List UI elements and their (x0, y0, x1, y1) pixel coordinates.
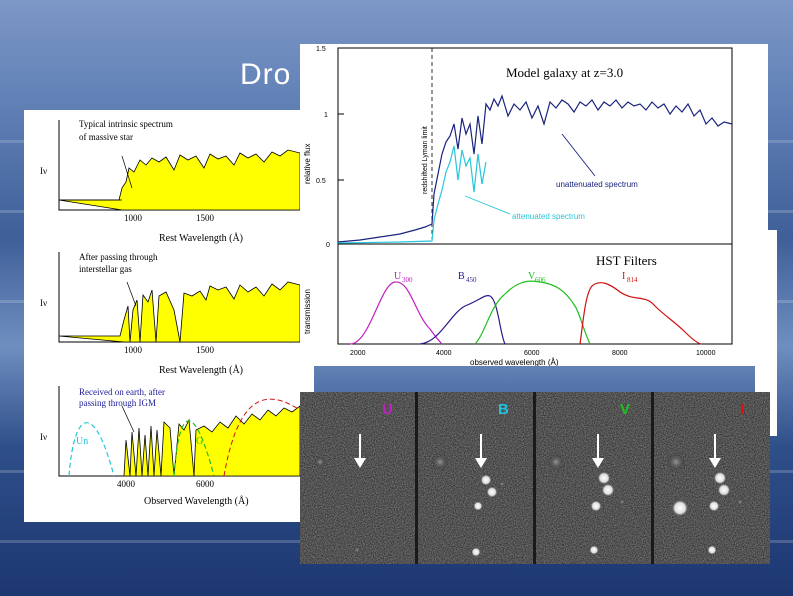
model-galaxy-svg: 1.5 1 0.5 0 relative flux redshifted Lym… (303, 46, 733, 367)
left-spectra-panel: Typical intrinsic spectrum of massive st… (24, 110, 314, 522)
observed-tick-6000: 6000 (196, 479, 215, 489)
intrinsic-annotation-2: of massive star (79, 132, 133, 142)
observed-spectrum-plot: Received on earth, after passing through… (40, 386, 301, 507)
intrinsic-ylabel: Iν (40, 166, 47, 176)
intrinsic-annotation-1: Typical intrinsic spectrum (79, 119, 173, 129)
model-spectrum-plot: 1.5 1 0.5 0 relative flux redshifted Lym… (303, 46, 733, 249)
lyman-limit-label: redshifted Lyman limit (422, 126, 429, 194)
spectrum-title: Model galaxy at z=3.0 (506, 65, 623, 80)
interstellar-tick-1000: 1000 (124, 345, 143, 355)
observed-annotation-2: passing through IGM (79, 398, 156, 408)
observed-filter-un: Un (76, 436, 88, 447)
filter-u-label: U (394, 271, 402, 282)
filters-title: HST Filters (596, 253, 657, 268)
intrinsic-spectrum-plot: Typical intrinsic spectrum of massive st… (40, 119, 301, 244)
filter-b-label: B (458, 271, 465, 282)
interstellar-ylabel: Iν (40, 298, 47, 308)
xtick-4000: 4000 (436, 350, 452, 357)
band-label-b: B (498, 401, 509, 418)
xtick-6000: 6000 (524, 350, 540, 357)
intrinsic-tick-1500: 1500 (196, 213, 215, 223)
interstellar-annotation-1: After passing through (79, 252, 158, 262)
observed-filter-g: G (196, 436, 203, 447)
intrinsic-tick-1000: 1000 (124, 213, 143, 223)
interstellar-spectrum-plot: After passing through interstellar gas I… (40, 252, 301, 376)
band-image-u: U (300, 392, 415, 564)
filter-b-sub: 450 (466, 276, 477, 284)
observed-tick-4000: 4000 (117, 479, 136, 489)
band-label-u: U (382, 401, 393, 418)
band-images-svg: U B V (300, 392, 770, 564)
interstellar-tick-1500: 1500 (196, 345, 215, 355)
filters-xlabel: observed wavelength (Å) (470, 358, 559, 366)
xtick-8000: 8000 (612, 350, 628, 357)
intrinsic-xlabel: Rest Wavelength (Å) (159, 232, 243, 244)
filter-v-label: V (528, 271, 536, 282)
interstellar-annotation-2: interstellar gas (79, 264, 132, 274)
xtick-10000: 10000 (696, 350, 716, 357)
observed-ylabel: Iν (40, 432, 47, 442)
attenuated-label: attenuated spectrum (512, 212, 585, 221)
hst-filters-plot: transmission HST Filters U 300 B 450 V 6… (303, 243, 733, 367)
filters-ylabel: transmission (303, 289, 312, 334)
filter-v-sub: 606 (535, 276, 546, 284)
band-image-v: V (536, 392, 651, 564)
left-spectra-svg: Typical intrinsic spectrum of massive st… (40, 119, 301, 507)
ytick-1: 1 (324, 112, 328, 119)
observed-xlabel: Observed Wavelength (Å) (144, 495, 249, 507)
filter-u-sub: 300 (402, 276, 413, 284)
band-label-v: V (620, 401, 630, 418)
model-galaxy-panel: 1.5 1 0.5 0 relative flux redshifted Lym… (300, 44, 768, 367)
ytick-0.5: 0.5 (316, 178, 326, 185)
xtick-2000: 2000 (350, 350, 366, 357)
ytick-0: 0 (326, 242, 330, 249)
slide-title: Dro (240, 58, 292, 91)
band-image-strip: U B V (300, 392, 770, 564)
band-label-i: I (740, 401, 744, 418)
unattenuated-label: unattenuated spectrum (556, 180, 638, 189)
observed-annotation-1: Received on earth, after (79, 387, 165, 397)
band-image-i: I (654, 392, 770, 564)
filter-i-sub: 814 (627, 276, 638, 284)
ytick-1.5: 1.5 (316, 46, 326, 53)
filter-i-label: I (622, 271, 625, 282)
spectrum-ylabel: relative flux (303, 144, 312, 184)
band-image-b: B (418, 392, 533, 564)
interstellar-xlabel: Rest Wavelength (Å) (159, 364, 243, 376)
